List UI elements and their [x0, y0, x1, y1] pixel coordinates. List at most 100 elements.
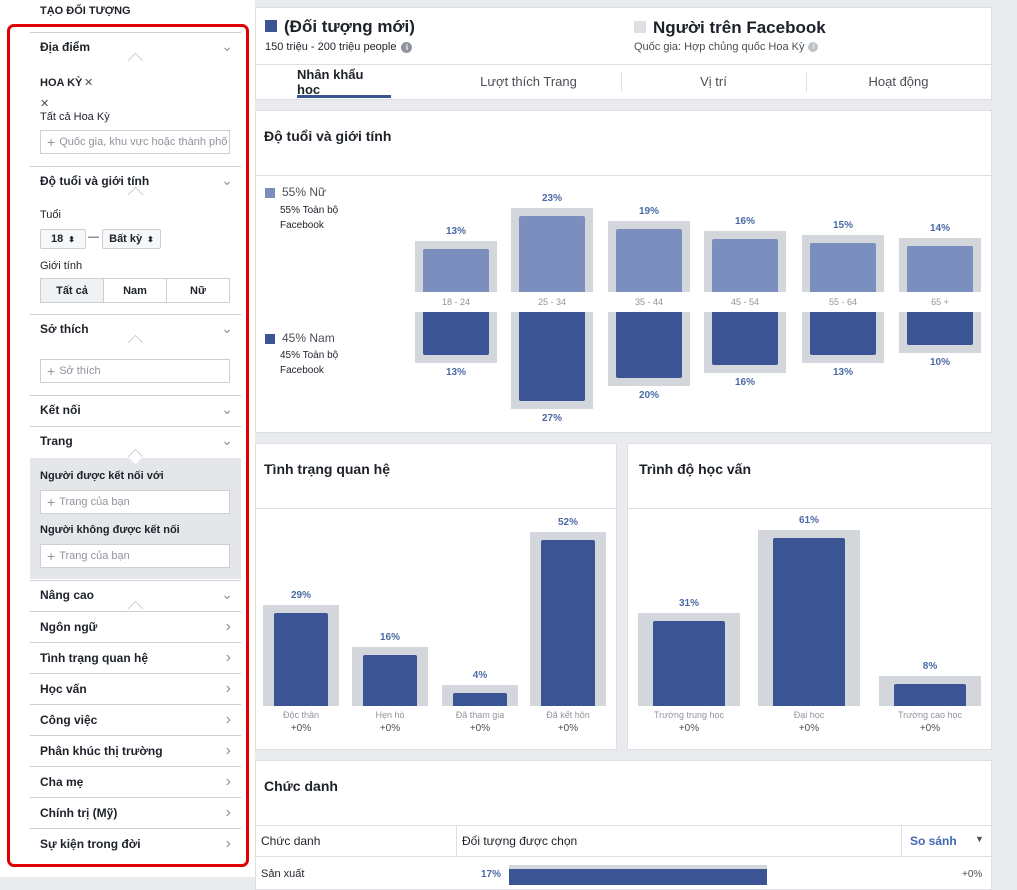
delta-label: +0% [469, 723, 491, 734]
sidebar-item-label: Ngôn ngữ [40, 620, 98, 634]
facebook-title: Người trên Facebook [653, 18, 826, 37]
delta-label: +0% [290, 723, 312, 734]
female-sub: 55% Toàn bộ Facebook [280, 205, 339, 231]
chevron-right-icon: › [225, 649, 231, 666]
audience-size: 150 triệu - 200 triệu people i [265, 41, 413, 53]
age-range-dash: — [88, 231, 99, 243]
caret-down-icon[interactable]: ▼ [975, 834, 984, 844]
col-divider [901, 826, 902, 856]
sidebar-item[interactable]: Sự kiện trong đời › [30, 828, 241, 859]
section-interests[interactable]: Sở thích ⌄ [30, 314, 241, 342]
chevron-right-icon: › [225, 711, 231, 728]
section-advanced[interactable]: Nâng cao ⌄ [30, 580, 241, 608]
connected-pages-input[interactable]: + Trang của bạn [40, 490, 230, 514]
pct-label: 31% [678, 597, 699, 609]
education-title: Trình độ học vấn [639, 461, 752, 477]
connected-placeholder: Trang của bạn [59, 496, 130, 508]
male-label: 45% Nam [282, 331, 335, 345]
age-to-value: Bất kỳ [109, 233, 143, 245]
panel-divider [256, 508, 616, 509]
compare-dropdown[interactable]: So sánh [910, 834, 957, 848]
age-from-select[interactable]: 18 ⬍ [40, 229, 86, 249]
info-icon[interactable]: i [808, 42, 819, 52]
job-row-pct: 17% [481, 869, 502, 880]
chevron-right-icon: › [225, 680, 231, 697]
sidebar-item[interactable]: Chính trị (Mỹ) › [30, 797, 241, 828]
plus-icon: + [47, 548, 56, 564]
sidebar-item-label: Học vấn [40, 682, 87, 696]
sidebar-item[interactable]: Tình trạng quan hệ › [30, 642, 241, 673]
pct-label: 16% [379, 631, 400, 643]
age-gender-title: Độ tuổi và giới tính [264, 128, 392, 144]
section-age-gender[interactable]: Độ tuổi và giới tính ⌄ [30, 166, 241, 194]
data-bar [894, 684, 966, 706]
gender-male-button[interactable]: Nam [103, 278, 167, 303]
female-pct-label: 15% [832, 219, 853, 231]
remove-country-icon[interactable]: ✕ [84, 77, 94, 89]
section-location-label: Địa điểm [40, 39, 91, 54]
location-placeholder: Quốc gia, khu vực hoặc thành phố [59, 136, 228, 148]
sidebar-item[interactable]: Ngôn ngữ › [30, 611, 241, 642]
panel-divider [256, 825, 991, 826]
male-pct-label: 10% [929, 357, 950, 368]
data-bar [773, 538, 845, 706]
sidebar-item-label: Sự kiện trong đời [40, 837, 141, 851]
gender-female-button[interactable]: Nữ [166, 278, 230, 303]
female-pct-label: 13% [445, 226, 466, 238]
section-pages-label: Trang [40, 433, 73, 448]
sidebar-item-label: Công việc [40, 713, 98, 727]
pct-label: 4% [472, 670, 488, 682]
category-label: Đã kết hôn [546, 710, 590, 720]
female-bar [810, 242, 876, 292]
age-from-value: 18 [51, 233, 64, 245]
col-job-title: Chức danh [261, 834, 321, 848]
sidebar-item-label: Tình trạng quan hệ [40, 651, 148, 665]
tab-2[interactable]: Vị trí [700, 74, 727, 89]
interests-input[interactable]: + Sở thích [40, 359, 230, 383]
age-label: Tuổi [40, 209, 61, 221]
sidebar-title: TẠO ĐỐI TƯỢNG [40, 5, 131, 17]
section-connections[interactable]: Kết nối ⌄ [30, 395, 241, 423]
audience-title: (Đối tượng mới) [284, 17, 415, 36]
tab-3[interactable]: Hoạt động [868, 74, 929, 89]
section-age-gender-label: Độ tuổi và giới tính [40, 173, 150, 188]
sidebar-item[interactable]: Cha mẹ › [30, 766, 241, 797]
not-connected-pages-input[interactable]: + Trang của bạn [40, 544, 230, 568]
data-bar [653, 620, 725, 706]
sidebar-item[interactable]: Phân khúc thị trường › [30, 735, 241, 766]
male-pct-label: 16% [734, 376, 755, 388]
chevron-down-icon: ⌄ [221, 320, 233, 336]
col-divider [456, 826, 457, 856]
section-pages[interactable]: Trang ⌄ [30, 426, 241, 454]
job-row-label: Sản xuất [261, 868, 305, 880]
job-panel: Chức danh Chức danh Đối tượng được chọn … [255, 760, 992, 890]
sidebar-item-label: Chính trị (Mỹ) [40, 806, 118, 820]
tab-1[interactable]: Lượt thích Trang [480, 74, 577, 89]
male-bar [810, 312, 876, 355]
plus-icon: + [47, 134, 56, 150]
section-location[interactable]: Địa điểm ⌄ [30, 32, 241, 60]
panel-divider [256, 175, 991, 176]
male-bar [423, 312, 489, 355]
location-input[interactable]: + Quốc gia, khu vực hoặc thành phố [40, 130, 230, 154]
updown-icon: ⬍ [147, 234, 154, 244]
female-pct-label: 23% [541, 193, 562, 205]
sidebar-item[interactable]: Công việc › [30, 704, 241, 735]
male-bar [519, 312, 585, 402]
tab-0[interactable]: Nhân khẩu học [297, 66, 364, 97]
info-icon[interactable]: i [401, 41, 413, 53]
relationship-title: Tình trạng quan hệ [264, 461, 390, 477]
remove-location-icon[interactable]: ✕ [40, 98, 50, 110]
audience-swatch [265, 20, 277, 32]
age-to-select[interactable]: Bất kỳ ⬍ [102, 229, 161, 249]
female-pct-label: 19% [638, 206, 659, 218]
chevron-right-icon: › [225, 742, 231, 759]
audience-size-text: 150 triệu - 200 triệu people [265, 41, 397, 53]
male-swatch [265, 334, 275, 344]
age-category-label: 55 - 64 [828, 297, 858, 307]
section-connections-label: Kết nối [40, 402, 81, 417]
gender-all-button[interactable]: Tất cả [40, 278, 104, 303]
sidebar-item[interactable]: Học vấn › [30, 673, 241, 704]
male-bar [712, 312, 778, 365]
delta-label: +0% [557, 723, 579, 734]
